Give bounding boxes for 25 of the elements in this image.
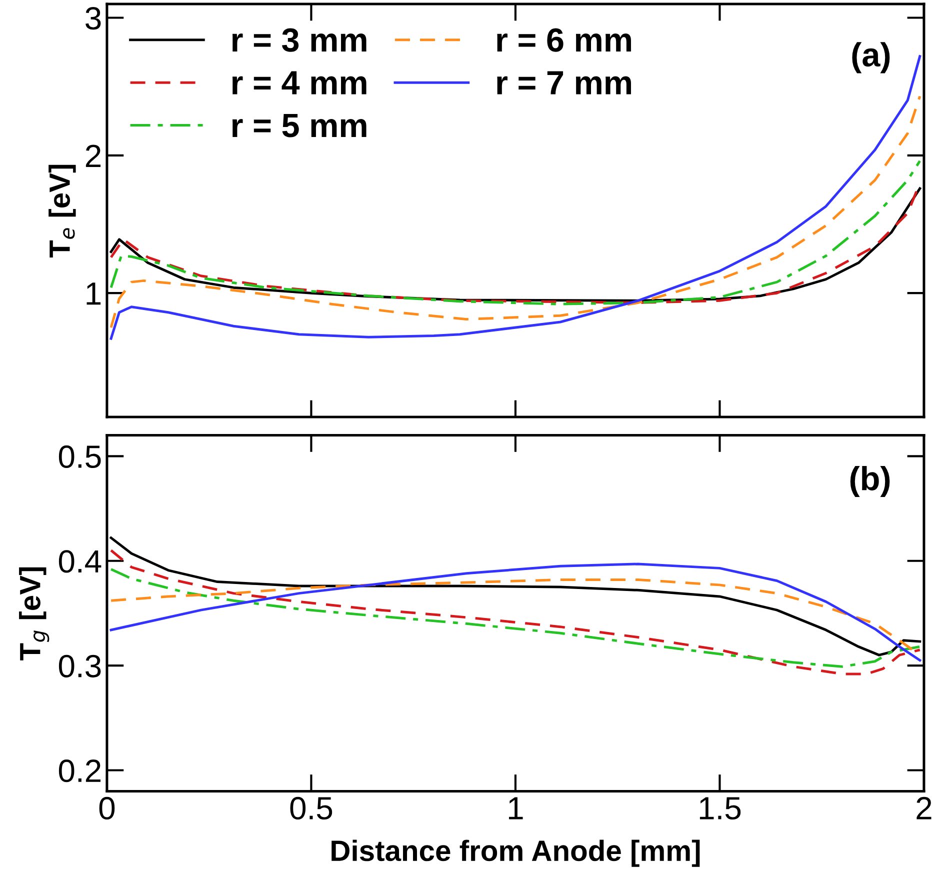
x-tick-label: 1.5 [700, 797, 741, 820]
y-tick-label: 0.3 [58, 654, 101, 678]
y-axis-title: T$_{g}$ [eV] [19, 567, 50, 660]
y-tick-label: 0.2 [58, 760, 101, 782]
line-series [110, 94, 922, 329]
line-series [110, 549, 922, 676]
y-tick-label: 0.4 [58, 550, 102, 573]
x-tick-label: 0.5 [290, 796, 332, 820]
x-axis-title: Distance from Anode [mm] [332, 840, 700, 867]
legend-label: r = 3 mm [232, 28, 366, 52]
legend-label: r = 6 mm [497, 28, 631, 52]
x-tick-label: 0 [99, 796, 115, 820]
legend-label: r = 4 mm [232, 71, 366, 94]
y-tick-label: 2 [86, 144, 100, 167]
y-tick-label: 1 [86, 282, 101, 305]
y-tick-label: 0.5 [58, 445, 101, 468]
line-series [110, 160, 922, 306]
annotation: (b) [850, 466, 890, 498]
x-tick-label: 2 [916, 796, 932, 820]
legend-label: r = 5 mm [232, 114, 366, 138]
x-tick-label: 1 [509, 797, 523, 820]
legend-label: r = 7 mm [497, 71, 631, 94]
y-axis-title: T$_{e}$ [eV] [48, 164, 76, 258]
annotation: (a) [852, 42, 890, 74]
y-tick-label: 3 [86, 7, 101, 30]
